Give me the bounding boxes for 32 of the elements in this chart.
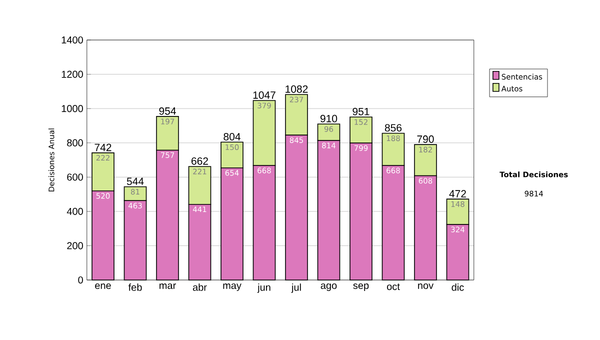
total-label: 472 <box>449 190 466 198</box>
x-tick-label: abr <box>192 284 207 291</box>
x-tick-label: feb <box>128 284 142 291</box>
total-label: 954 <box>159 107 176 115</box>
x-tick-label: nov <box>418 284 434 289</box>
total-label: 856 <box>384 124 402 132</box>
y-tick-label: 600 <box>67 174 83 181</box>
y-tick-label: 1400 <box>62 36 83 44</box>
total-label: 910 <box>320 114 338 122</box>
total-label: 804 <box>224 133 240 140</box>
x-tick-label: dic <box>452 284 464 291</box>
x-tick-label: jul <box>291 284 301 293</box>
x-tick-label: jun <box>257 284 270 293</box>
total-label: 951 <box>352 108 370 116</box>
total-label: 544 <box>126 178 144 186</box>
y-tick-label: 800 <box>67 139 83 146</box>
x-tick-label: may <box>223 284 242 291</box>
x-tick-label: ene <box>95 284 111 289</box>
x-tick-label: ago <box>320 284 337 291</box>
total-label: 742 <box>94 144 112 152</box>
x-tick-label: sep <box>353 284 369 291</box>
total-label: 790 <box>417 135 434 143</box>
x-tick-label: mar <box>160 284 176 289</box>
y-tick-label: 200 <box>67 242 83 250</box>
total-label: 662 <box>192 157 208 165</box>
y-tick-label: 400 <box>66 208 83 215</box>
total-label: 1082 <box>286 85 308 93</box>
x-tick-label: oct <box>387 284 400 290</box>
y-tick-label: 1000 <box>62 105 83 112</box>
total-label: 1047 <box>253 91 276 99</box>
y-tick-label: 1200 <box>62 70 83 78</box>
y-tick-label: 0 <box>78 276 83 284</box>
